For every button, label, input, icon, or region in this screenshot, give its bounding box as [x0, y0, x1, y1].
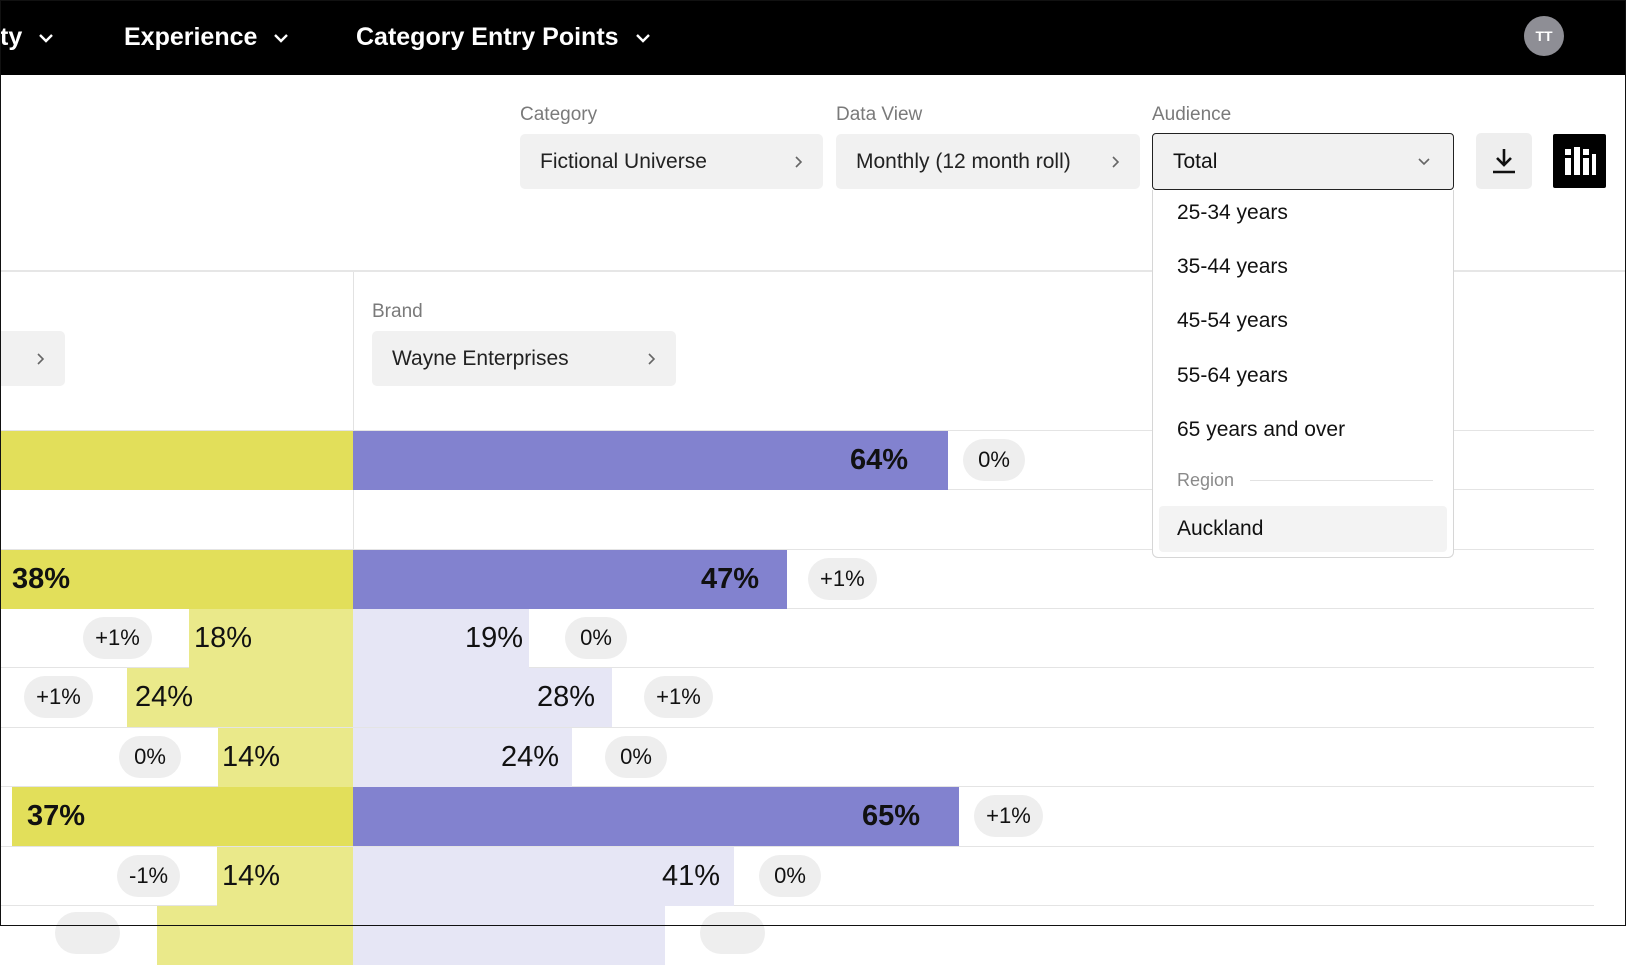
left-change-badge	[55, 912, 120, 954]
chevron-down-icon	[38, 33, 54, 43]
right-bar	[353, 431, 948, 490]
nav-item-label: Category Entry Points	[356, 23, 619, 51]
left-change-badge: 0%	[119, 736, 181, 778]
group-divider	[1250, 479, 1433, 481]
left-bar	[217, 847, 353, 906]
left-bar	[0, 550, 353, 609]
brand-value: Wayne Enterprises	[392, 346, 569, 370]
right-bar	[353, 906, 665, 965]
right-bar	[353, 787, 959, 846]
left-bar	[127, 668, 353, 727]
right-bar	[353, 550, 787, 609]
chevron-down-icon	[635, 33, 651, 43]
row-divider	[0, 846, 1594, 847]
audience-option-45-54[interactable]: 45-54 years	[1177, 309, 1288, 332]
row-divider	[0, 667, 1594, 668]
right-value: 65%	[862, 800, 921, 832]
left-value: 18%	[194, 622, 253, 654]
audience-select[interactable]: Total	[1152, 133, 1454, 190]
right-bar	[353, 668, 612, 727]
top-navigation: ty Experience Category Entry Points TT	[0, 0, 1626, 75]
left-value: 37%	[27, 800, 86, 832]
nav-item-category-entry-points[interactable]: Category Entry Points	[356, 0, 651, 75]
audience-option-65-plus[interactable]: 65 years and over	[1177, 418, 1346, 441]
left-value: 14%	[222, 741, 281, 773]
chevron-down-icon	[1417, 157, 1431, 166]
chevron-right-icon	[794, 154, 803, 170]
row-divider	[0, 786, 1594, 787]
left-value: 14%	[222, 860, 281, 892]
region-group-header: Region	[1177, 460, 1433, 500]
right-value: 64%	[850, 444, 909, 476]
right-change-badge: 0%	[605, 736, 667, 778]
chevron-right-icon	[1111, 154, 1120, 170]
dataview-select[interactable]: Monthly (12 month roll)	[836, 134, 1140, 189]
category-select[interactable]: Fictional Universe	[520, 134, 823, 189]
category-label: Category	[520, 104, 598, 125]
dataview-label: Data View	[836, 104, 923, 125]
right-change-badge: +1%	[644, 676, 713, 718]
right-bar	[353, 609, 529, 668]
brand-select[interactable]: Wayne Enterprises	[372, 331, 676, 386]
nav-item-truncated[interactable]: ty	[0, 0, 54, 75]
right-bar	[353, 847, 734, 906]
right-bar	[353, 728, 572, 787]
category-value: Fictional Universe	[540, 149, 707, 173]
row-divider	[0, 549, 1594, 550]
brand-logo-button[interactable]	[1553, 134, 1606, 188]
download-button[interactable]	[1476, 133, 1532, 189]
chevron-right-icon	[647, 351, 656, 367]
audience-label: Audience	[1152, 104, 1232, 125]
nav-item-label: Experience	[124, 23, 258, 51]
nav-item-experience[interactable]: Experience	[124, 0, 289, 75]
right-value: 24%	[501, 741, 560, 773]
region-group-label: Region	[1177, 469, 1235, 490]
right-value: 47%	[701, 563, 760, 595]
dataview-value: Monthly (12 month roll)	[856, 149, 1071, 173]
user-avatar[interactable]: TT	[1524, 16, 1564, 56]
region-option-auckland[interactable]: Auckland	[1159, 506, 1447, 552]
right-change-badge: +1%	[974, 795, 1043, 837]
chevron-down-icon	[273, 33, 289, 43]
left-brand-select[interactable]	[0, 331, 65, 386]
left-change-badge: +1%	[83, 617, 152, 659]
right-change-badge: 0%	[565, 617, 627, 659]
left-bar	[0, 431, 353, 490]
row-divider	[0, 608, 1594, 609]
right-change-badge: 0%	[963, 439, 1025, 481]
section-divider	[0, 270, 1626, 272]
right-value: 19%	[465, 622, 524, 654]
left-change-badge: +1%	[24, 676, 93, 718]
left-bar	[12, 787, 353, 846]
brand-label: Brand	[372, 301, 423, 322]
chevron-right-icon	[36, 351, 45, 367]
brand-logo-icon	[1563, 145, 1597, 177]
left-bar	[218, 728, 353, 787]
audience-option-55-64[interactable]: 55-64 years	[1177, 364, 1288, 387]
right-value: 28%	[537, 681, 596, 713]
left-bar	[157, 906, 353, 965]
left-value: 38%	[12, 563, 71, 595]
right-change-badge: 0%	[759, 855, 821, 897]
audience-value: Total	[1173, 149, 1218, 173]
download-icon	[1489, 146, 1519, 176]
audience-option-25-34[interactable]: 25-34 years	[1177, 201, 1288, 224]
row-divider	[0, 727, 1594, 728]
audience-option-35-44[interactable]: 35-44 years	[1177, 255, 1288, 278]
left-value: 24%	[135, 681, 194, 713]
row-divider	[0, 430, 1594, 431]
left-change-badge: -1%	[117, 855, 181, 897]
right-value: 41%	[662, 860, 721, 892]
nav-item-label: ty	[0, 23, 23, 51]
right-change-badge	[700, 912, 765, 954]
right-change-badge: +1%	[808, 558, 877, 600]
row-divider	[0, 905, 1594, 906]
audience-dropdown-menu: 25-34 years 35-44 years 45-54 years 55-6…	[1152, 190, 1454, 558]
left-bar	[189, 609, 353, 668]
